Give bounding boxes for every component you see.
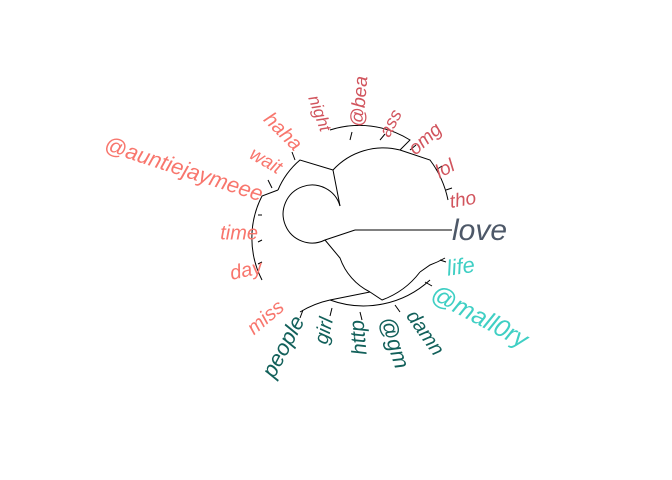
- leaf-label-life: life: [445, 252, 476, 281]
- leaf-label-tho: tho: [448, 188, 478, 213]
- leaf-label-bea: @bea: [347, 75, 372, 128]
- leaf-label-time: time: [220, 222, 258, 244]
- branch-root-arc-lower: [324, 239, 371, 293]
- branch-upper-left: [277, 159, 334, 191]
- branch-turquoise-group: [419, 257, 446, 273]
- leaf-ticks: [257, 131, 453, 321]
- leaf-label-haha: haha: [259, 108, 306, 155]
- branch-bottom-group: [299, 291, 371, 313]
- leaf-label-day: day: [228, 256, 265, 284]
- leaf-label-auntiejaymeee: @auntiejaymeee: [101, 131, 266, 206]
- dendrogram-branches: [251, 124, 453, 321]
- branch-root-arc-upper: [332, 147, 401, 207]
- leaf-label-girl: girl: [311, 315, 339, 346]
- leaf-label-lol: lol: [432, 155, 459, 183]
- branch-right-group: [399, 149, 449, 201]
- leaf-label-wait: wait: [246, 144, 286, 179]
- branch-lower-right: [369, 271, 421, 301]
- leaf-label-love: love: [452, 214, 507, 247]
- branch-left-group: [251, 189, 279, 281]
- leaf-label-night: night: [304, 93, 335, 135]
- branch-top-group: [329, 124, 411, 151]
- branch-bottom-arc: [329, 279, 431, 307]
- leaf-label-http: http: [346, 319, 372, 356]
- branch-root-left: [282, 184, 356, 244]
